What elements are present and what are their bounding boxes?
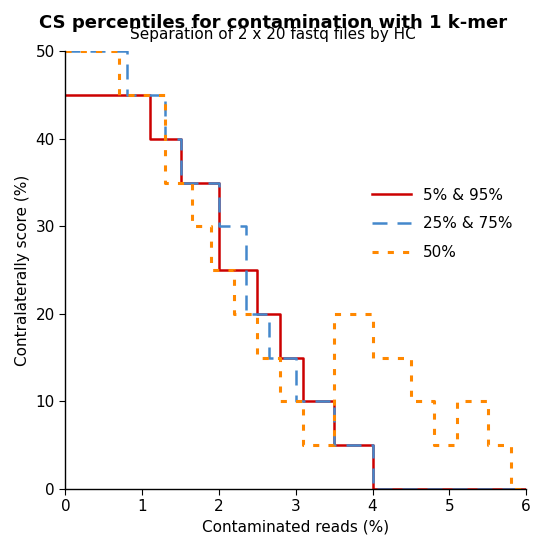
Y-axis label: Contralaterally score (%): Contralaterally score (%) [15, 174, 30, 366]
Legend: 5% & 95%, 25% & 75%, 50%: 5% & 95%, 25% & 75%, 50% [366, 182, 519, 266]
Text: CS percentiles for contamination with 1 k-mer: CS percentiles for contamination with 1 … [39, 14, 507, 32]
X-axis label: Contaminated reads (%): Contaminated reads (%) [202, 520, 389, 535]
Text: Separation of 2 x 20 fastq files by HC: Separation of 2 x 20 fastq files by HC [130, 28, 416, 42]
